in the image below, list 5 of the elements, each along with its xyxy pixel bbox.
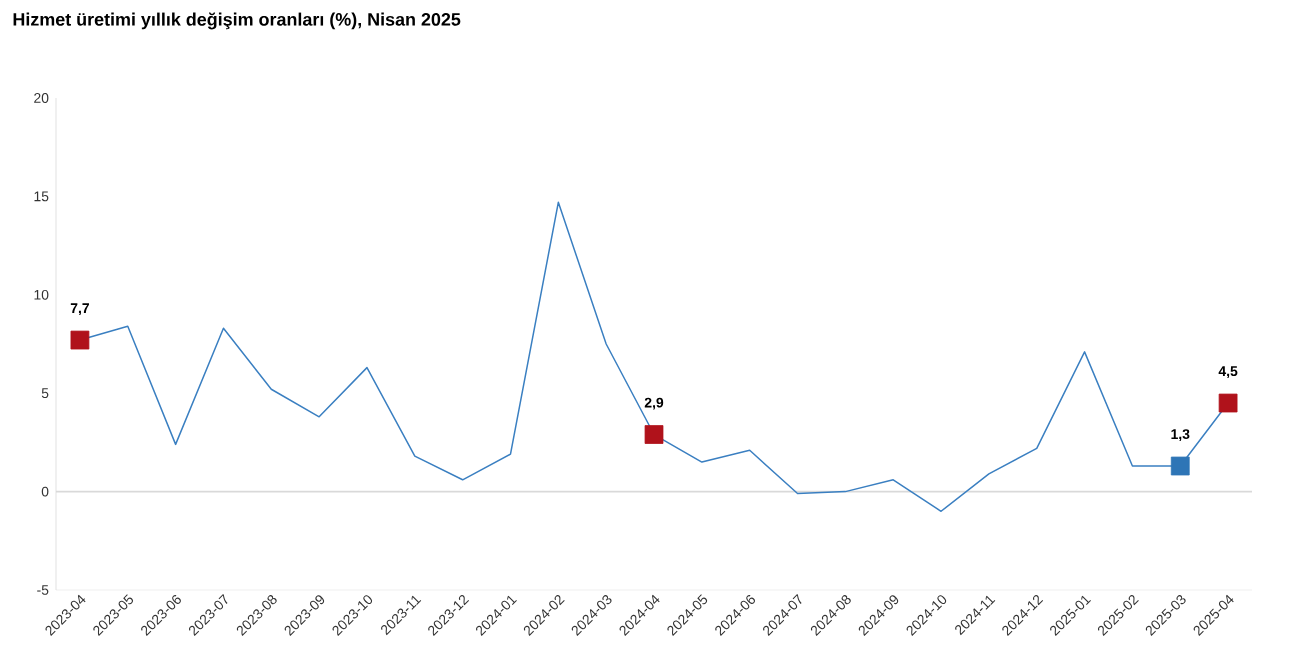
point: [1218, 393, 1238, 413]
point: [644, 425, 664, 444]
point: [1170, 456, 1190, 476]
chart-title: Hizmet üretimi yıllık değişim oranları (%), Nisan 2025: [13, 12, 461, 30]
point: [70, 330, 90, 350]
